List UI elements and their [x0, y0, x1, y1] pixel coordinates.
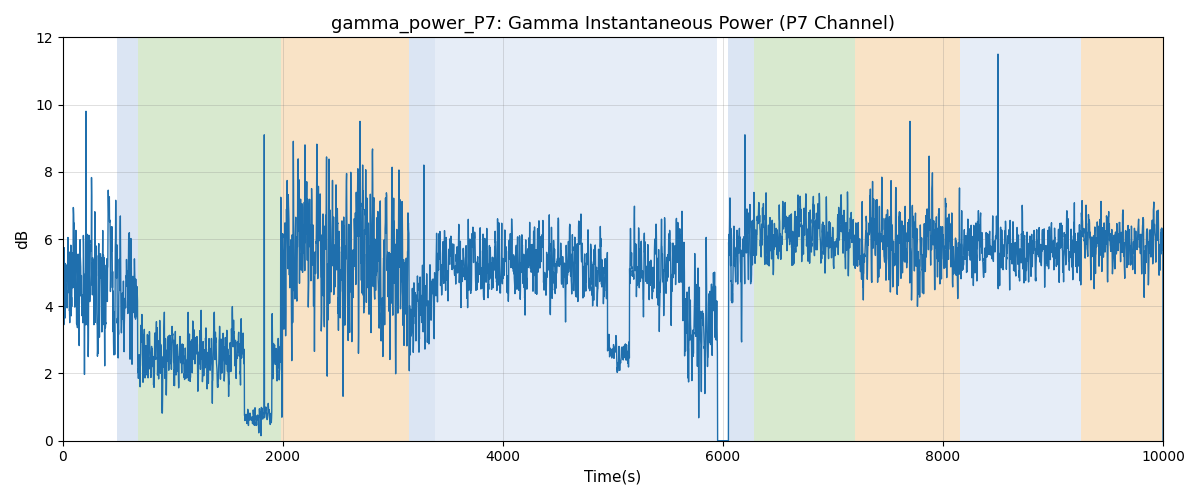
Y-axis label: dB: dB — [16, 229, 30, 249]
Bar — [684, 38, 718, 440]
Bar — [138, 38, 281, 440]
Title: gamma_power_P7: Gamma Instantaneous Power (P7 Channel): gamma_power_P7: Gamma Instantaneous Powe… — [331, 15, 895, 34]
Bar — [434, 38, 684, 440]
Bar — [960, 38, 1080, 440]
Bar — [281, 38, 409, 440]
Bar — [116, 38, 138, 440]
X-axis label: Time(s): Time(s) — [584, 470, 642, 485]
Bar — [728, 38, 754, 440]
Bar — [1080, 38, 1163, 440]
Bar — [754, 38, 856, 440]
Bar — [409, 38, 434, 440]
Bar — [856, 38, 960, 440]
